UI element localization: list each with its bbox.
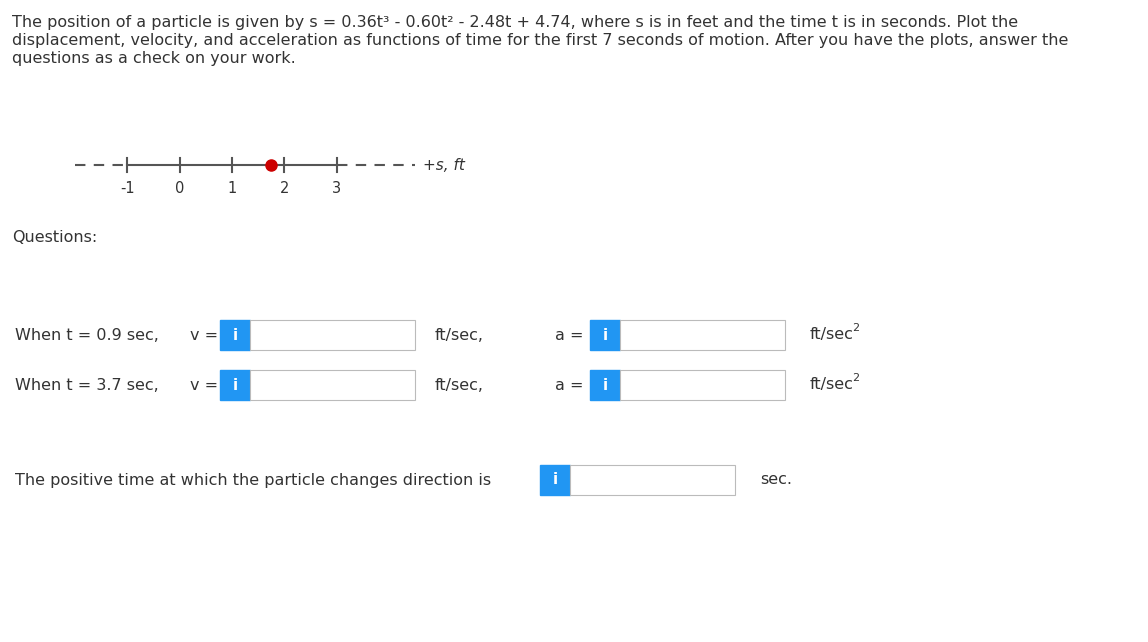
Text: Questions:: Questions:: [11, 230, 98, 245]
FancyBboxPatch shape: [250, 370, 414, 400]
Text: a =: a =: [554, 377, 583, 392]
Text: i: i: [232, 377, 238, 392]
FancyBboxPatch shape: [590, 320, 620, 350]
Text: 1: 1: [227, 181, 236, 196]
FancyBboxPatch shape: [220, 320, 250, 350]
FancyBboxPatch shape: [250, 320, 414, 350]
Text: v =: v =: [191, 327, 218, 342]
Text: The position of a particle is given by s = 0.36t³ - 0.60t² - 2.48t + 4.74, where: The position of a particle is given by s…: [11, 15, 1018, 30]
Text: 2: 2: [852, 373, 859, 383]
Text: ft/sec,: ft/sec,: [435, 327, 484, 342]
Text: questions as a check on your work.: questions as a check on your work.: [11, 51, 296, 66]
FancyBboxPatch shape: [590, 370, 620, 400]
Text: The positive time at which the particle changes direction is: The positive time at which the particle …: [15, 473, 491, 487]
Text: ft/sec: ft/sec: [810, 327, 854, 342]
Text: sec.: sec.: [760, 473, 792, 487]
Text: v =: v =: [191, 377, 218, 392]
Text: +s, ft: +s, ft: [422, 157, 465, 173]
FancyBboxPatch shape: [620, 370, 785, 400]
Text: ft/sec: ft/sec: [810, 377, 854, 392]
Text: i: i: [232, 327, 238, 342]
Text: 3: 3: [332, 181, 341, 196]
Text: 2: 2: [280, 181, 289, 196]
FancyBboxPatch shape: [571, 465, 735, 495]
Text: i: i: [603, 327, 607, 342]
Text: 2: 2: [852, 323, 859, 333]
FancyBboxPatch shape: [540, 465, 571, 495]
Text: When t = 3.7 sec,: When t = 3.7 sec,: [15, 377, 158, 392]
Text: i: i: [603, 377, 607, 392]
Text: i: i: [552, 473, 558, 487]
Text: ft/sec,: ft/sec,: [435, 377, 484, 392]
FancyBboxPatch shape: [220, 370, 250, 400]
FancyBboxPatch shape: [620, 320, 785, 350]
Text: a =: a =: [554, 327, 583, 342]
Text: displacement, velocity, and acceleration as functions of time for the first 7 se: displacement, velocity, and acceleration…: [11, 33, 1069, 48]
Text: When t = 0.9 sec,: When t = 0.9 sec,: [15, 327, 158, 342]
Text: -1: -1: [121, 181, 134, 196]
Text: 0: 0: [174, 181, 185, 196]
